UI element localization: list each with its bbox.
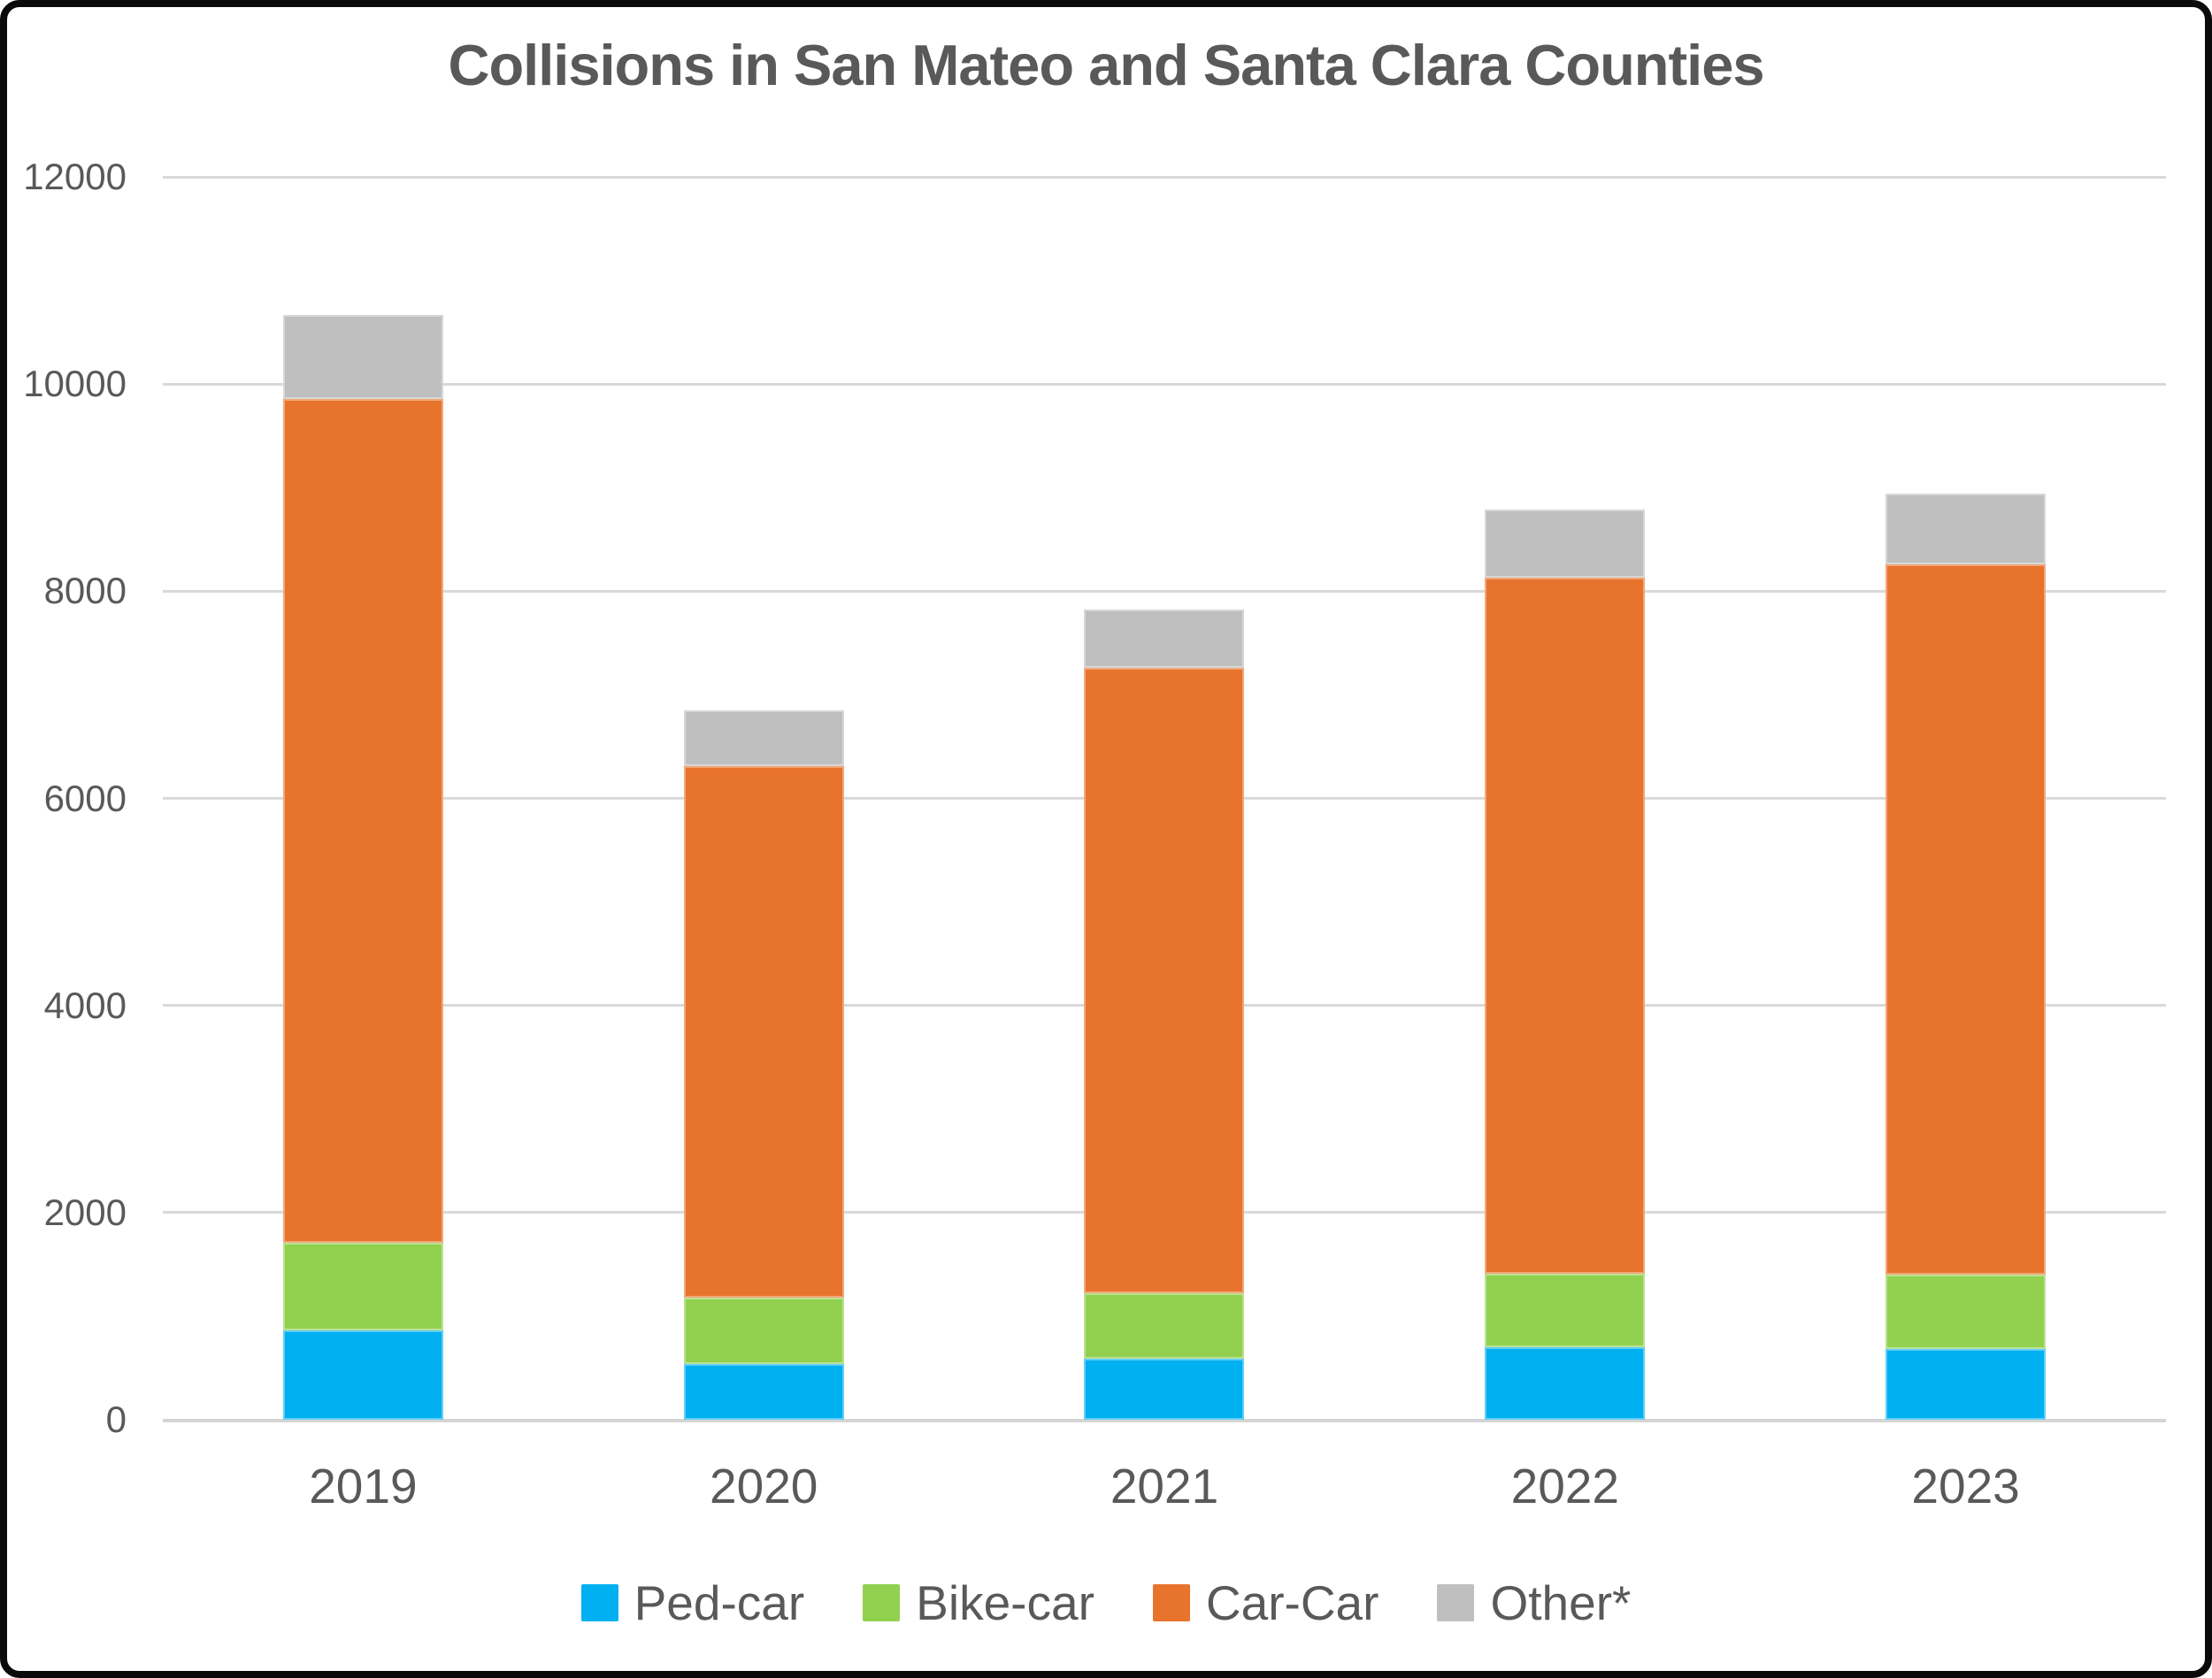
- stacked-bar-2020: [683, 710, 844, 1420]
- segment-2019-car-car: [282, 398, 443, 1243]
- legend-label: Car-Car: [1205, 1575, 1379, 1630]
- legend-swatch-icon: [1152, 1584, 1190, 1621]
- segment-2020-car-car: [683, 766, 844, 1298]
- bar-slot-2020: [564, 177, 964, 1420]
- bar-slot-2021: [964, 177, 1365, 1420]
- y-tick-label-6000: 6000: [43, 777, 127, 819]
- x-tick-label-2020: 2020: [710, 1459, 818, 1513]
- segment-2023-bike-car: [1886, 1275, 2047, 1350]
- gridline-8000: [163, 589, 2166, 593]
- stacked-bar-2019: [282, 314, 443, 1420]
- segment-2023-ped-car: [1886, 1349, 2047, 1420]
- legend-label: Other*: [1490, 1575, 1632, 1630]
- legend-swatch-icon: [1437, 1584, 1475, 1621]
- y-tick-label-0: 0: [105, 1398, 127, 1440]
- segment-2020-other-: [683, 710, 844, 767]
- segment-2022-bike-car: [1485, 1273, 1646, 1348]
- segment-2023-other-: [1886, 494, 2047, 564]
- bar-slot-2019: [163, 177, 564, 1420]
- x-tick-label-2019: 2019: [309, 1459, 418, 1513]
- x-axis-line: [163, 1418, 2166, 1422]
- x-axis-labels: 2019 2020 2021 2022 2023: [163, 1458, 2166, 1514]
- segment-2021-other-: [1084, 609, 1245, 668]
- segment-2019-ped-car: [282, 1330, 443, 1420]
- legend: Ped-car Bike-car Car-Car Other*: [7, 1575, 2205, 1631]
- legend-label: Bike-car: [916, 1575, 1094, 1630]
- plot-area: [163, 175, 2166, 1422]
- segment-2020-ped-car: [683, 1363, 844, 1420]
- y-tick-label-8000: 8000: [43, 570, 127, 612]
- segment-2022-car-car: [1485, 578, 1646, 1274]
- bars-row: [163, 177, 2166, 1420]
- segment-2023-car-car: [1886, 563, 2047, 1276]
- stacked-bar-2022: [1485, 509, 1646, 1420]
- x-tick-label-2022: 2022: [1510, 1459, 1619, 1513]
- chart-title: Collisions in San Mateo and Santa Clara …: [448, 33, 1765, 97]
- y-tick-label-10000: 10000: [23, 363, 127, 405]
- x-tick-label-2023: 2023: [1911, 1459, 2020, 1513]
- y-tick-label-2000: 2000: [43, 1191, 127, 1233]
- segment-2021-bike-car: [1084, 1293, 1245, 1359]
- stacked-bar-2023: [1886, 494, 2047, 1420]
- legend-item-ped-car: Ped-car: [580, 1575, 805, 1631]
- y-tick-label-12000: 12000: [23, 156, 127, 197]
- stacked-bar-2021: [1084, 609, 1245, 1420]
- segment-2022-other-: [1485, 509, 1646, 578]
- legend-label: Ped-car: [634, 1575, 805, 1630]
- legend-swatch-icon: [863, 1584, 901, 1621]
- legend-item-bike-car: Bike-car: [863, 1575, 1094, 1631]
- bar-slot-2022: [1364, 177, 1765, 1420]
- bar-slot-2023: [1765, 177, 2166, 1420]
- legend-item-other-: Other*: [1437, 1575, 1631, 1631]
- segment-2021-ped-car: [1084, 1358, 1245, 1420]
- segment-2022-ped-car: [1485, 1347, 1646, 1420]
- y-tick-label-4000: 4000: [43, 984, 127, 1026]
- segment-2020-bike-car: [683, 1297, 844, 1364]
- segment-2019-bike-car: [282, 1242, 443, 1331]
- legend-item-car-car: Car-Car: [1152, 1575, 1379, 1631]
- gridline-12000: [163, 175, 2166, 179]
- legend-swatch-icon: [580, 1584, 618, 1621]
- x-tick-label-2021: 2021: [1110, 1459, 1219, 1513]
- segment-2021-car-car: [1084, 668, 1245, 1294]
- gridline-10000: [163, 382, 2166, 386]
- segment-2019-other-: [282, 314, 443, 399]
